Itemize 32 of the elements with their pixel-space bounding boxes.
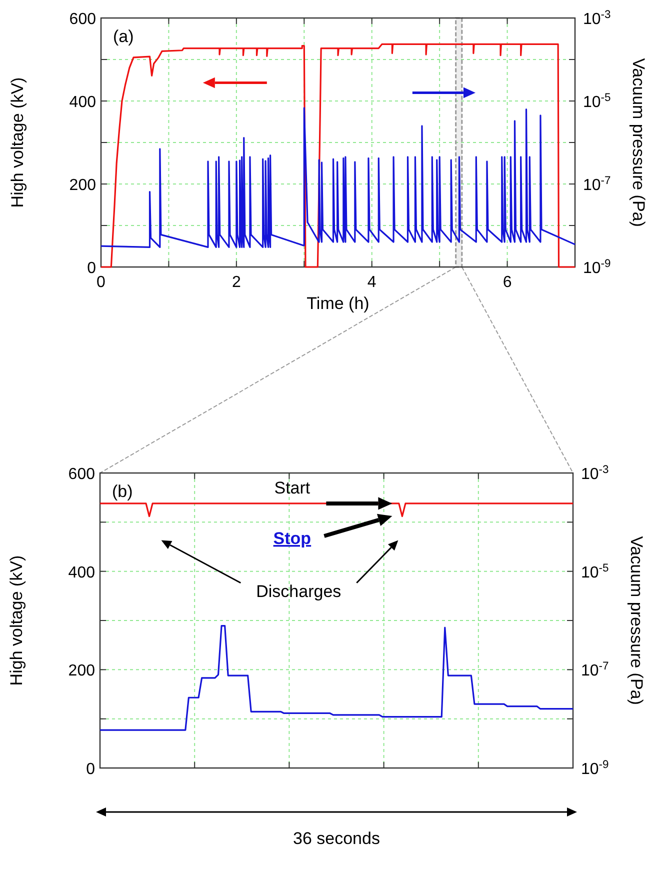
y2-axis-title: Vacuum pressure (Pa): [629, 58, 648, 227]
x-axis-title: 36 seconds: [293, 829, 380, 848]
y2-tick-label: 10$^{-7}$: [583, 175, 611, 194]
x-tick-label: 6: [502, 274, 512, 291]
line-series: [100, 107, 576, 248]
y2-tick-label: 10$^{-3}$: [581, 464, 609, 483]
annotation: Start: [274, 478, 310, 498]
y2-tick-label: 10$^{-7}$: [581, 660, 609, 680]
y-tick-label: 0: [86, 761, 96, 778]
y-tick-label: 400: [68, 564, 96, 582]
y2-tick-label: 10$^{-5}$: [581, 562, 609, 582]
x-axis-title: Time (h): [306, 294, 370, 313]
y2-tick-label: 10$^{-9}$: [583, 258, 611, 277]
y2-axis-title: Vacuum pressure (Pa): [627, 536, 646, 705]
y-tick-label: 200: [69, 177, 96, 194]
y2-tick-label: 10$^{-9}$: [581, 759, 609, 778]
y-axis-title: High voltage (kV): [8, 77, 27, 208]
y-tick-label: 0: [87, 260, 96, 277]
x-tick-label: 4: [367, 274, 376, 291]
y2-tick-label: 10$^{-5}$: [583, 92, 611, 111]
text: (a): [113, 27, 134, 46]
line-series: [99, 625, 574, 731]
x-tick-label: 2: [232, 274, 241, 291]
text: (b): [112, 482, 133, 501]
y2-tick-label: 10$^{-3}$: [583, 9, 611, 28]
y-tick-label: 200: [68, 662, 96, 680]
y-axis-title: High voltage (kV): [7, 555, 26, 686]
y-tick-label: 600: [69, 11, 96, 28]
y-tick-label: 600: [68, 466, 96, 483]
y-tick-label: 400: [69, 94, 96, 111]
annotation: Discharges: [256, 582, 342, 601]
annotation: Stop: [273, 529, 312, 548]
